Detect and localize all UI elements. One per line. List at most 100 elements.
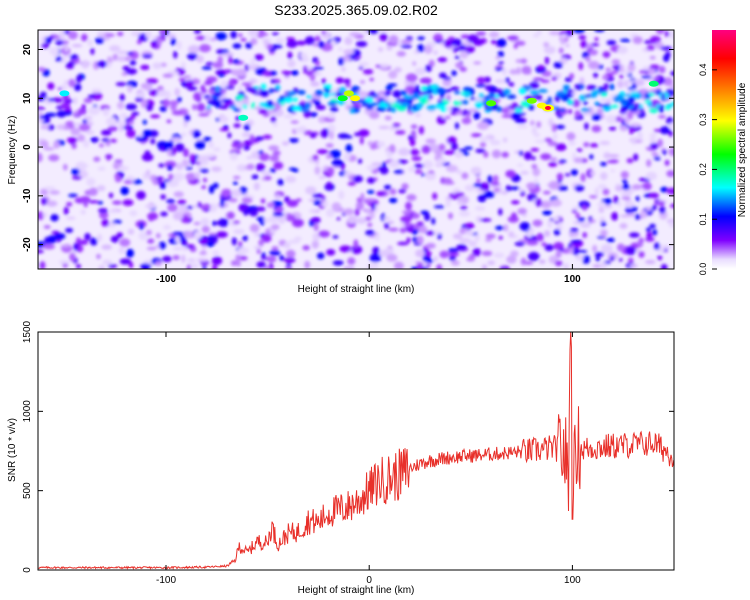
heatmap-cell-1502: [406, 194, 417, 201]
heatmap-cell-1135: [263, 266, 271, 269]
heatmap-cell-1939: [647, 102, 653, 108]
heatmap-cell-886: [592, 244, 598, 253]
heatmap-cell-773: [118, 124, 124, 132]
heatmap-cell-757: [148, 89, 160, 96]
heatmap-cell-1338: [445, 115, 451, 120]
heatmap-cell-1103: [506, 255, 517, 264]
heatmap-cell-1547: [464, 45, 475, 53]
heatmap-cell-1767: [671, 101, 674, 106]
heatmap-cell-1493: [419, 77, 432, 84]
heatmap-cell-1855: [565, 93, 574, 98]
heatmap-cell-968: [580, 222, 591, 229]
heatmap-cell-455: [94, 37, 105, 44]
heatmap-cell-681: [142, 129, 154, 138]
heatmap-cell-1658: [41, 197, 48, 206]
heatmap-cell-1891: [430, 85, 437, 89]
heatmap-cell-1910: [280, 100, 285, 106]
heatmap-cell-621: [253, 245, 263, 250]
heatmap-cell-1636: [437, 57, 448, 63]
heatmap-cell-1959: [339, 86, 347, 92]
heatmap-cell-238: [436, 264, 443, 269]
heatmap-cell-1043: [85, 130, 95, 135]
heatmap-cell-1086: [272, 150, 281, 156]
heatmap-cell-1554: [670, 71, 674, 76]
heatmap-cell-1148: [627, 63, 636, 72]
heatmap-cell-955: [644, 260, 656, 264]
heatmap-cell-344: [108, 192, 114, 199]
heatmap-cell-1182: [558, 159, 567, 163]
heatmap-cell-367: [184, 231, 195, 239]
heatmap-cell-452: [75, 264, 82, 269]
heatmap-cell-274: [498, 208, 503, 216]
heatmap-cell-1273: [247, 205, 259, 211]
heatmap-cell-901: [277, 179, 284, 186]
heatmap-cell-1469: [258, 108, 268, 114]
heatmap-cell-655: [606, 237, 615, 243]
heatmap-cell-1564: [651, 151, 658, 156]
heatmap-cell-162: [570, 169, 579, 176]
heatmap-cell-874: [422, 260, 428, 268]
heatmap-cell-800: [417, 44, 425, 53]
heatmap-cell-653: [86, 177, 96, 187]
heatmap-cell-1192: [87, 39, 93, 47]
heatmap-cell-1567: [167, 148, 172, 157]
heatmap-cell-506: [456, 244, 467, 251]
heatmap-cell-1508: [634, 79, 645, 87]
heatmap-cell-1355: [606, 160, 619, 164]
heatmap-cell-1644: [569, 73, 575, 80]
heatmap-cell-1083: [249, 223, 260, 233]
heatmap-cell-1679: [288, 239, 300, 244]
heatmap-cell-1044: [356, 217, 367, 225]
heatmap-cell-1664: [137, 133, 144, 138]
heatmap-strong-point-8: [648, 80, 659, 87]
colorbar-tick-label-4: 0.4: [698, 64, 708, 77]
heatmap-cell-1952: [450, 106, 461, 113]
heatmap-cell-921: [396, 51, 406, 57]
heatmap-cell-1577: [204, 80, 213, 86]
snr-x-axis-label: Height of straight line (km): [298, 585, 415, 596]
heatmap-cell-1780: [658, 107, 664, 113]
heatmap-cell-1908: [600, 92, 608, 98]
heatmap-cell-1467: [74, 83, 82, 92]
heatmap-cell-1514: [446, 94, 451, 102]
heatmap-cell-715: [163, 98, 170, 108]
heatmap-cell-1813: [494, 94, 499, 99]
heatmap-cell-1067: [38, 118, 44, 123]
heatmap-cell-1607: [392, 123, 401, 128]
heatmap-cell-176: [510, 200, 520, 205]
heatmap-cell-126: [510, 250, 519, 258]
heatmap-cell-273: [473, 61, 482, 65]
heatmap-cell-459: [254, 54, 264, 61]
heatmap-cell-750: [251, 174, 259, 180]
heatmap-cell-142: [105, 140, 111, 147]
heatmap-cell-361: [90, 136, 99, 143]
heatmap-y-tick-label-2: 0: [22, 144, 33, 150]
heatmap-cell-888: [238, 241, 243, 247]
heatmap-cell-1154: [202, 177, 208, 183]
heatmap-cell-1078: [201, 66, 213, 70]
snr-plot-area: [38, 332, 674, 570]
colorbar-tick-label-0: 0.0: [698, 263, 708, 276]
heatmap-cell-1670: [193, 30, 201, 34]
heatmap-cell-1097: [359, 136, 364, 145]
heatmap-cell-786: [648, 192, 659, 199]
heatmap-cell-1837: [612, 96, 621, 102]
heatmap-cell-32: [97, 233, 103, 242]
heatmap-cell-1598: [413, 163, 425, 168]
heatmap-cell-1019: [460, 205, 468, 210]
heatmap-cell-989: [236, 164, 247, 172]
heatmap-cell-580: [263, 175, 272, 181]
heatmap-cell-903: [495, 56, 500, 60]
heatmap-cell-530: [625, 246, 636, 256]
heatmap-cell-963: [105, 33, 115, 37]
heatmap-y-tick-label-4: -20: [22, 237, 33, 252]
heatmap-cell-1310: [318, 205, 324, 209]
heatmap-cell-1370: [122, 199, 134, 207]
heatmap-cell-1230: [285, 249, 296, 258]
heatmap-cell-882: [386, 45, 393, 51]
heatmap-cell-1492: [273, 161, 284, 170]
heatmap-cell-1247: [485, 233, 496, 239]
heatmap-cell-891: [150, 40, 158, 49]
heatmap-cell-1863: [260, 89, 269, 97]
heatmap-cell-1330: [50, 214, 59, 222]
